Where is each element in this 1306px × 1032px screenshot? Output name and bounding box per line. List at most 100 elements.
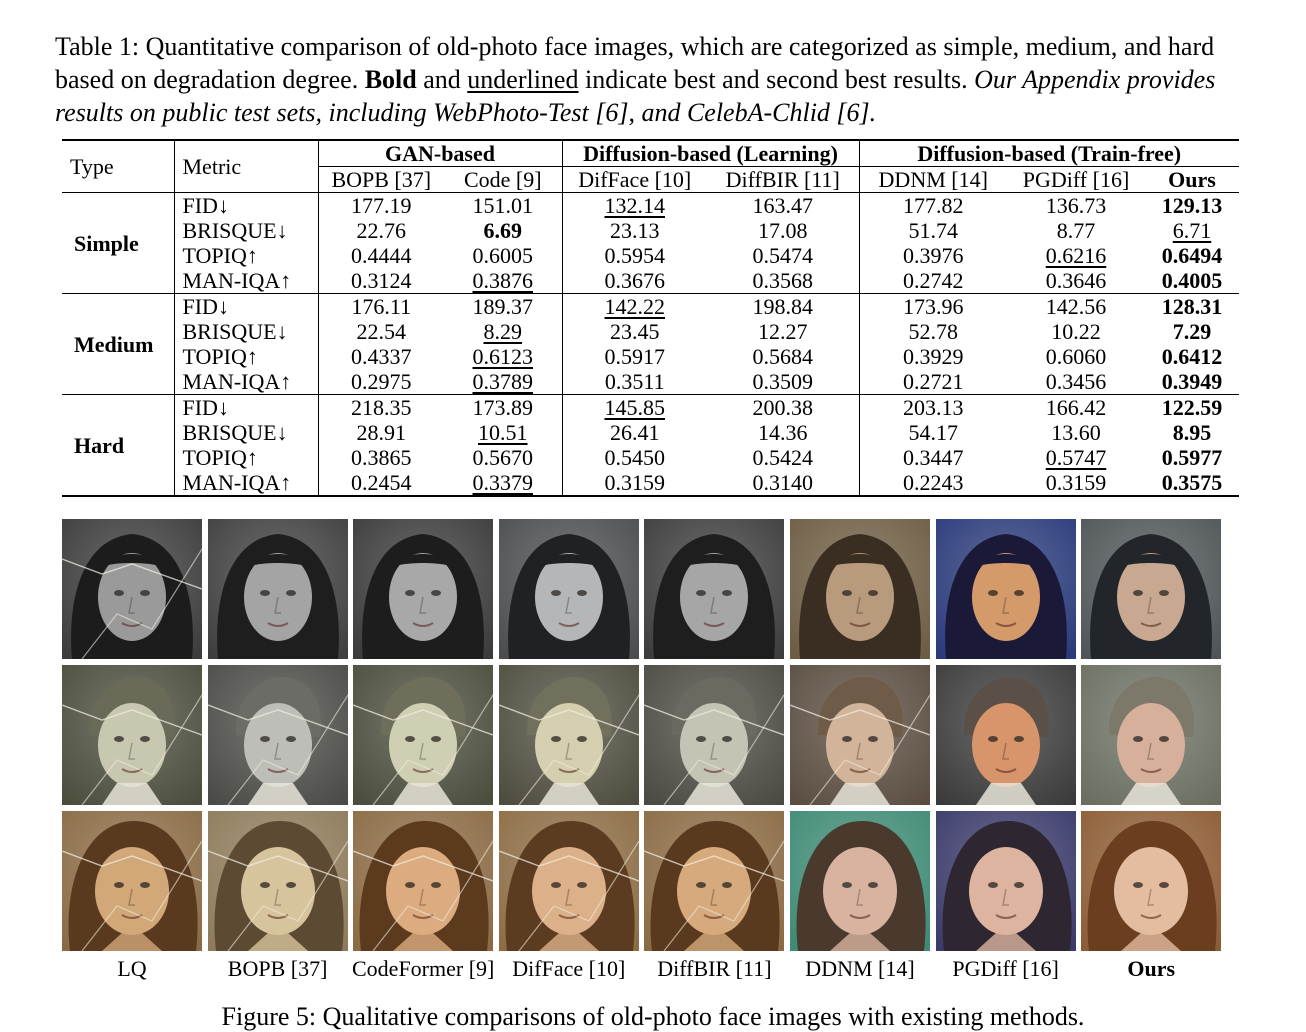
value-text: 8.29: [483, 319, 523, 344]
value-text: 0.2454: [351, 470, 412, 495]
face-thumbnail: [353, 665, 494, 805]
value-text: 122.59: [1161, 395, 1223, 420]
face-thumbnail: [1081, 665, 1222, 805]
header-method: PGDiff [16]: [1022, 167, 1130, 192]
value-cell: 0.3159: [1007, 470, 1145, 496]
value-text: 203.13: [903, 395, 964, 420]
value-text: 8.95: [1172, 420, 1212, 445]
value-cell: 14.36: [707, 420, 859, 445]
face-thumbnail: [498, 665, 639, 805]
value-text: 0.6123: [472, 344, 534, 369]
value-text: 0.3140: [752, 470, 814, 495]
value-text: 173.96: [903, 294, 964, 319]
value-text: 0.3568: [752, 268, 814, 293]
value-cell: 0.3789: [444, 369, 562, 395]
value-cell: 0.3379: [444, 470, 562, 496]
column-label: DiffBIR [11]: [657, 956, 772, 981]
face-thumbnail: [62, 811, 202, 951]
value-text: 28.91: [356, 420, 407, 445]
value-text: 0.5917: [604, 344, 666, 369]
metric-label: FID↓: [173, 394, 318, 420]
results-table: Type Metric GAN-based Diffusion-based (L…: [62, 139, 1239, 497]
value-cell: 8.29: [444, 319, 562, 344]
table-header: Type Metric GAN-based Diffusion-based (L…: [62, 140, 1239, 193]
table-caption: Table 1: Quantitative comparison of old-…: [55, 30, 1255, 129]
metric-label: TOPIQ↑: [173, 445, 318, 470]
figure-column-labels: LQ BOPB [37] CodeFormer [9] DifFace [10] Dif…: [62, 956, 1228, 984]
value-cell: 0.3949: [1145, 369, 1239, 395]
value-text: 0.3676: [604, 268, 666, 293]
value-text: 142.22: [604, 294, 666, 319]
value-text: 0.3876: [472, 268, 534, 293]
value-text: 10.22: [1051, 319, 1101, 344]
value-cell: 0.3929: [858, 344, 1007, 369]
value-text: 23.13: [610, 218, 660, 243]
value-text: 0.3159: [1045, 470, 1107, 495]
value-text: 0.4337: [351, 344, 412, 369]
face-thumbnail: [789, 811, 930, 951]
value-cell: 0.6123: [444, 344, 562, 369]
face-thumbnail: [207, 519, 348, 659]
value-text: 12.27: [758, 319, 808, 344]
value-cell: 0.5424: [707, 445, 859, 470]
value-text: 198.84: [752, 294, 814, 319]
value-text: 176.11: [351, 294, 412, 319]
value-text: 189.37: [472, 294, 534, 319]
face-thumbnail: [1081, 811, 1222, 951]
value-cell: 0.3575: [1145, 470, 1239, 496]
face-thumbnail: [935, 665, 1076, 805]
value-text: 6.69: [483, 218, 523, 243]
value-text: 0.3976: [903, 243, 964, 268]
header-group-gan: GAN-based: [317, 140, 562, 167]
face-thumbnail: [935, 519, 1076, 659]
value-text: 0.2742: [903, 268, 964, 293]
value-cell: 0.6216: [1007, 243, 1145, 268]
value-text: 0.6494: [1161, 243, 1223, 268]
table-row: BRISQUE↓ 28.91 10.51 26.41 14.36 54.17 13.60 8.…: [62, 420, 1239, 445]
column-label: PGDiff [16]: [952, 956, 1059, 981]
face-thumbnail: [935, 811, 1076, 951]
value-cell: 0.5684: [707, 344, 859, 369]
caption-suffix: indicate best and second best results.: [578, 65, 975, 94]
value-text: 0.3379: [472, 470, 534, 495]
value-cell: 151.01: [444, 192, 562, 218]
value-text: 22.54: [356, 319, 407, 344]
value-text: 54.17: [908, 420, 959, 445]
value-cell: 0.3568: [707, 268, 859, 294]
value-text: 0.2243: [903, 470, 964, 495]
value-cell: 198.84: [707, 293, 859, 319]
value-cell: 52.78: [858, 319, 1007, 344]
value-text: 173.89: [472, 395, 534, 420]
header-method: DifFace [10]: [561, 166, 707, 193]
value-cell: 0.2721: [858, 369, 1007, 395]
value-text: 0.3159: [604, 470, 666, 495]
face-thumbnail: [498, 811, 639, 951]
value-cell: 0.3676: [561, 268, 707, 294]
value-cell: 0.6060: [1007, 344, 1145, 369]
face-thumbnail: [1081, 519, 1222, 659]
value-text: 200.38: [752, 395, 814, 420]
value-cell: 0.6494: [1145, 243, 1239, 268]
value-cell: 200.38: [707, 394, 859, 420]
face-thumbnail: [789, 665, 930, 805]
value-cell: 128.31: [1145, 293, 1239, 319]
face-thumbnail: [353, 519, 494, 659]
face-thumbnail: [62, 519, 202, 659]
value-cell: 0.4005: [1145, 268, 1239, 294]
value-text: 0.3789: [472, 369, 534, 394]
face-thumbnail: [789, 519, 930, 659]
value-text: 7.29: [1172, 319, 1212, 344]
metric-label: MAN-IQA↑: [173, 470, 318, 496]
value-text: 177.82: [903, 193, 964, 218]
metric-label: TOPIQ↑: [173, 344, 318, 369]
figure-caption: Figure 5: Qualitative comparisons of old…: [221, 1002, 1085, 1031]
value-cell: 0.5917: [561, 344, 707, 369]
header-method: DDNM [14]: [858, 166, 1007, 193]
value-text: 6.71: [1172, 218, 1212, 243]
column-label: DDNM [14]: [805, 956, 915, 981]
caption-bold-word: Bold: [364, 65, 417, 94]
value-text: 0.3124: [351, 268, 412, 293]
metric-label: FID↓: [173, 293, 318, 319]
value-cell: 0.6005: [444, 243, 562, 268]
value-cell: 28.91: [317, 420, 444, 445]
